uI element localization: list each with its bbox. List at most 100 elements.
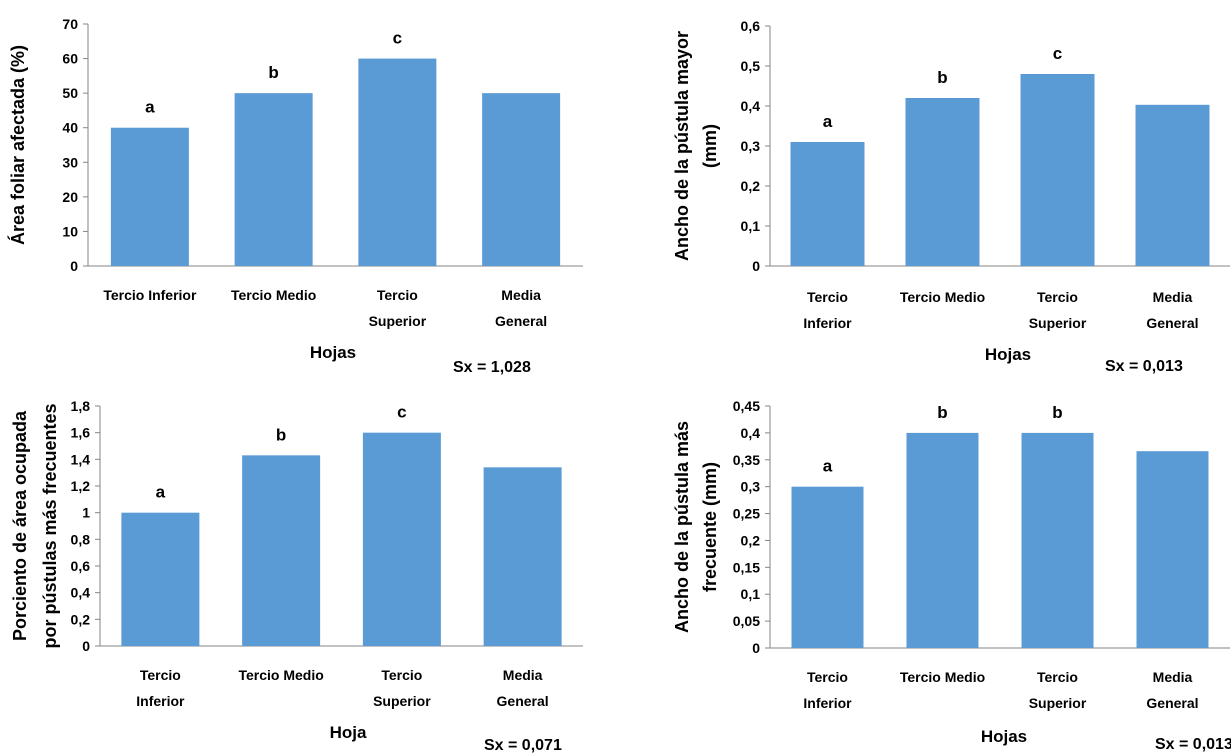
y-tick-label: 1,8 [71,398,91,414]
x-tick-label: Tercio Inferior [103,287,197,303]
y-tick-label: 0 [70,258,78,274]
sx-annotation: Sx = 0,013 [1105,358,1183,375]
x-tick-label: General [497,693,549,709]
y-tick-label: 0,45 [733,398,760,414]
y-tick-label: 0,2 [741,178,761,194]
x-tick-label: Superior [369,313,427,329]
bar-significance-label: a [823,112,833,131]
y-axis-title: frecuente (mm) [700,462,720,592]
x-tick-label: Media [503,667,543,683]
y-axis-title: Área foliar afectada (%) [7,45,28,245]
x-tick-label: General [495,313,547,329]
x-tick-label: Tercio [140,667,181,683]
y-tick-label: 0,3 [741,479,761,495]
x-tick-label: General [1146,695,1198,711]
bar-significance-label: c [1053,44,1062,63]
y-tick-label: 0,4 [741,425,761,441]
x-axis-title: Hojas [981,727,1027,746]
y-tick-label: 0,15 [733,559,760,575]
x-tick-label: Media [501,287,541,303]
y-tick-label: 0,6 [741,18,761,34]
y-tick-label: 0,05 [733,613,760,629]
x-tick-label: General [1146,315,1198,331]
y-tick-label: 1,2 [71,478,91,494]
y-tick-label: 0,4 [741,98,761,114]
x-tick-label: Tercio Medio [900,669,985,685]
chart-2: 0 0,1 0,2 0,3 0,4 0,5 0,6 a Tercio Inferior b Terci… [672,18,1230,375]
y-axis-title: por pústulas más frecuentes [40,403,60,648]
bar-significance-label: b [1052,403,1062,422]
y-tick-label: 0,25 [733,506,760,522]
y-tick-label: 0,3 [741,138,761,154]
bar-significance-label: b [276,425,286,444]
y-tick-label: 0 [82,638,90,654]
bar [791,486,864,648]
x-tick-label: Tercio Medio [900,289,985,305]
bar [234,93,313,267]
x-tick-label: Media [1153,289,1193,305]
y-tick-label: 40 [62,120,78,136]
x-tick-label: Superior [1029,315,1087,331]
x-tick-label: Inferior [803,695,852,711]
x-tick-label: Superior [373,693,431,709]
bar-significance-label: b [268,63,278,82]
y-tick-label: 1,4 [71,451,91,467]
bar [358,58,437,267]
bar [483,467,562,646]
y-tick-label: 60 [62,51,78,67]
x-tick-label: Tercio [381,667,422,683]
bar-significance-label: b [937,403,947,422]
y-tick-label: 1 [82,505,90,521]
y-tick-label: 50 [62,85,78,101]
chart-1: 0 10 20 30 40 50 60 70 a Tercio Inferior b Tercio M… [7,16,583,376]
x-tick-label: Tercio Medio [231,287,316,303]
y-tick-label: 0 [752,640,760,656]
x-axis-title: Hoja [330,723,367,742]
y-tick-label: 0 [752,258,760,274]
bar [242,455,321,646]
chart-4: 0 0,05 0,1 0,15 0,2 0,25 0,3 0,35 0,4 0,45 a Tercio… [672,398,1231,753]
bar [1021,432,1094,648]
y-tick-label: 1,6 [71,425,91,441]
bar-significance-label: a [156,483,166,502]
y-tick-label: 70 [62,16,78,32]
y-tick-label: 0,2 [71,611,91,627]
bar [1135,104,1210,266]
y-tick-label: 0,2 [741,532,761,548]
bar-significance-label: a [145,98,155,117]
bar-significance-label: c [397,403,406,422]
bar-significance-label: a [823,457,833,476]
y-tick-label: 0,8 [71,531,91,547]
bar [121,512,200,646]
x-tick-label: Superior [1029,695,1087,711]
y-tick-label: 0,6 [71,558,91,574]
bar [362,432,441,646]
x-tick-label: Tercio [1037,669,1078,685]
y-tick-label: 0,1 [741,218,761,234]
bar [906,432,979,648]
x-axis-title: Hojas [310,343,356,362]
x-tick-label: Tercio [1037,289,1078,305]
y-axis-title: Ancho de la pústula más [672,421,692,633]
x-tick-label: Tercio [807,289,848,305]
y-tick-label: 10 [62,223,78,239]
y-tick-label: 0,35 [733,452,760,468]
y-axis-title: Ancho de la pústula mayor [672,31,692,261]
bar [1020,74,1095,266]
y-axis-title: Porciento de área ocupada [10,410,30,641]
x-tick-label: Tercio [377,287,418,303]
bar [790,142,865,266]
y-tick-label: 20 [62,189,78,205]
x-tick-label: Tercio Medio [238,667,323,683]
y-axis-title: (mm) [700,124,720,168]
sx-annotation: Sx = 1,028 [453,359,531,376]
x-tick-label: Tercio [807,669,848,685]
bar-significance-label: c [393,29,402,48]
y-tick-label: 0,4 [71,585,91,601]
y-tick-label: 0,1 [741,586,761,602]
bar [905,98,980,266]
x-tick-label: Inferior [803,315,852,331]
y-tick-label: 0,5 [741,58,761,74]
bar [1136,451,1209,648]
